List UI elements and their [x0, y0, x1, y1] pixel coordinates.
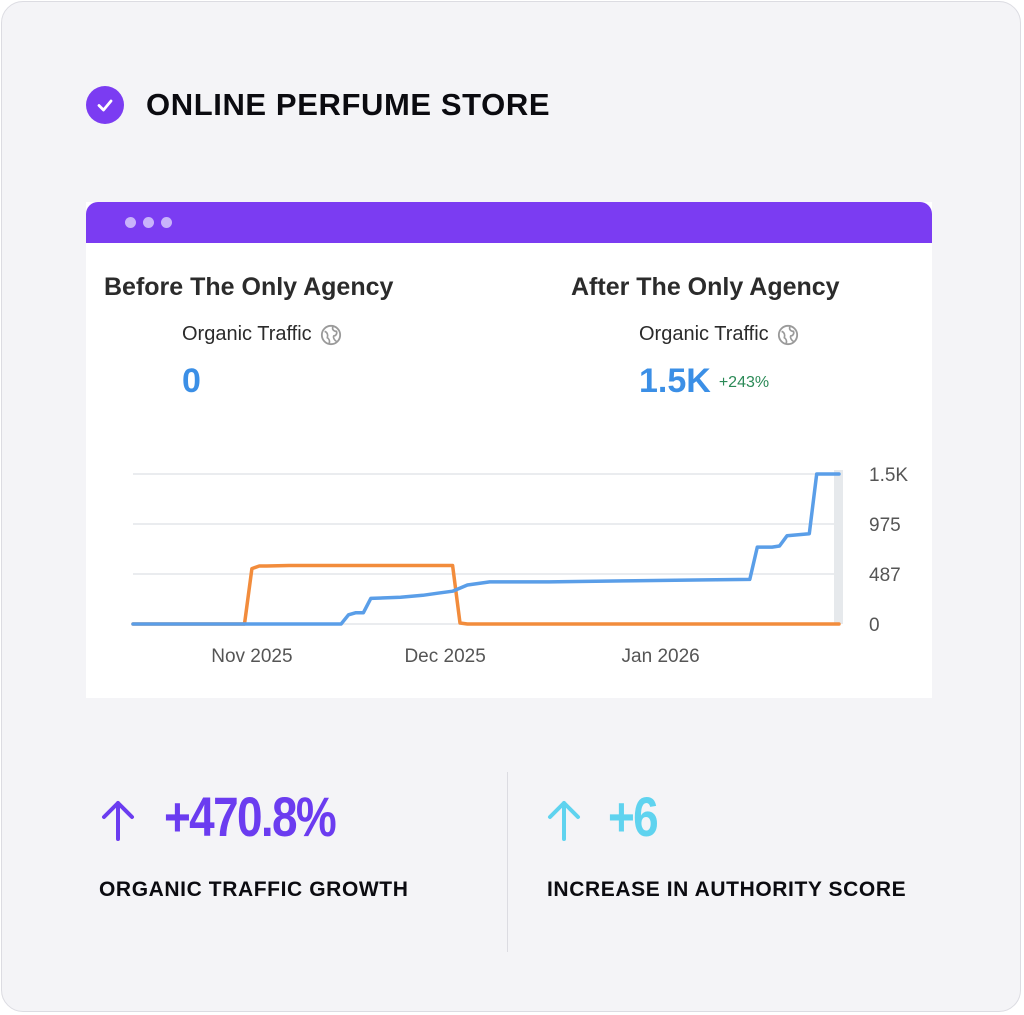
arrow-up-icon — [102, 801, 134, 841]
y-tick-label: 975 — [869, 515, 901, 536]
before-metric-label: Organic Traffic — [182, 323, 342, 346]
y-tick-label: 487 — [869, 565, 901, 586]
browser-window: Before The Only Agency Organic Traffic 0… — [86, 202, 932, 698]
before-metric-label-text: Organic Traffic — [182, 323, 312, 345]
check-circle-icon — [86, 86, 124, 124]
page-title: ONLINE PERFUME STORE — [146, 87, 551, 122]
chart-edge-shade — [834, 470, 843, 624]
before-metric-value: 0 — [182, 362, 201, 400]
stat-caption: INCREASE IN AUTHORITY SCORE — [547, 878, 907, 901]
after-heading: After The Only Agency — [571, 273, 840, 301]
stat-value: +6 — [608, 785, 659, 848]
stat-caption: ORGANIC TRAFFIC GROWTH — [99, 878, 409, 901]
x-tick-label: Jan 2026 — [622, 646, 700, 667]
after-metric-label: Organic Traffic — [639, 323, 799, 346]
traffic-chart: 0 487 975 1.5K Nov 2025 Dec 2025 Jan 2026 — [131, 465, 908, 667]
after-metric-label-text: Organic Traffic — [639, 323, 769, 345]
globe-icon — [320, 324, 341, 345]
browser-title-bar — [86, 202, 932, 243]
window-dot — [125, 217, 136, 228]
globe-icon — [777, 324, 798, 345]
series-line-orange — [131, 563, 841, 626]
y-tick-label: 0 — [869, 615, 880, 636]
after-metric-value: 1.5K +243% — [639, 362, 769, 401]
window-dot — [161, 217, 172, 228]
before-heading: Before The Only Agency — [104, 273, 394, 301]
window-dot — [143, 217, 154, 228]
x-tick-label: Dec 2025 — [404, 646, 485, 667]
x-tick-label: Nov 2025 — [211, 646, 292, 667]
y-tick-label: 1.5K — [869, 465, 908, 486]
series-line-blue — [131, 472, 841, 626]
divider — [507, 772, 508, 952]
stat-value: +470.8% — [164, 785, 337, 848]
after-metric-delta: +243% — [718, 374, 770, 392]
after-metric-number: 1.5K — [639, 362, 711, 400]
arrow-up-icon — [548, 801, 580, 841]
header: ONLINE PERFUME STORE — [86, 86, 550, 124]
